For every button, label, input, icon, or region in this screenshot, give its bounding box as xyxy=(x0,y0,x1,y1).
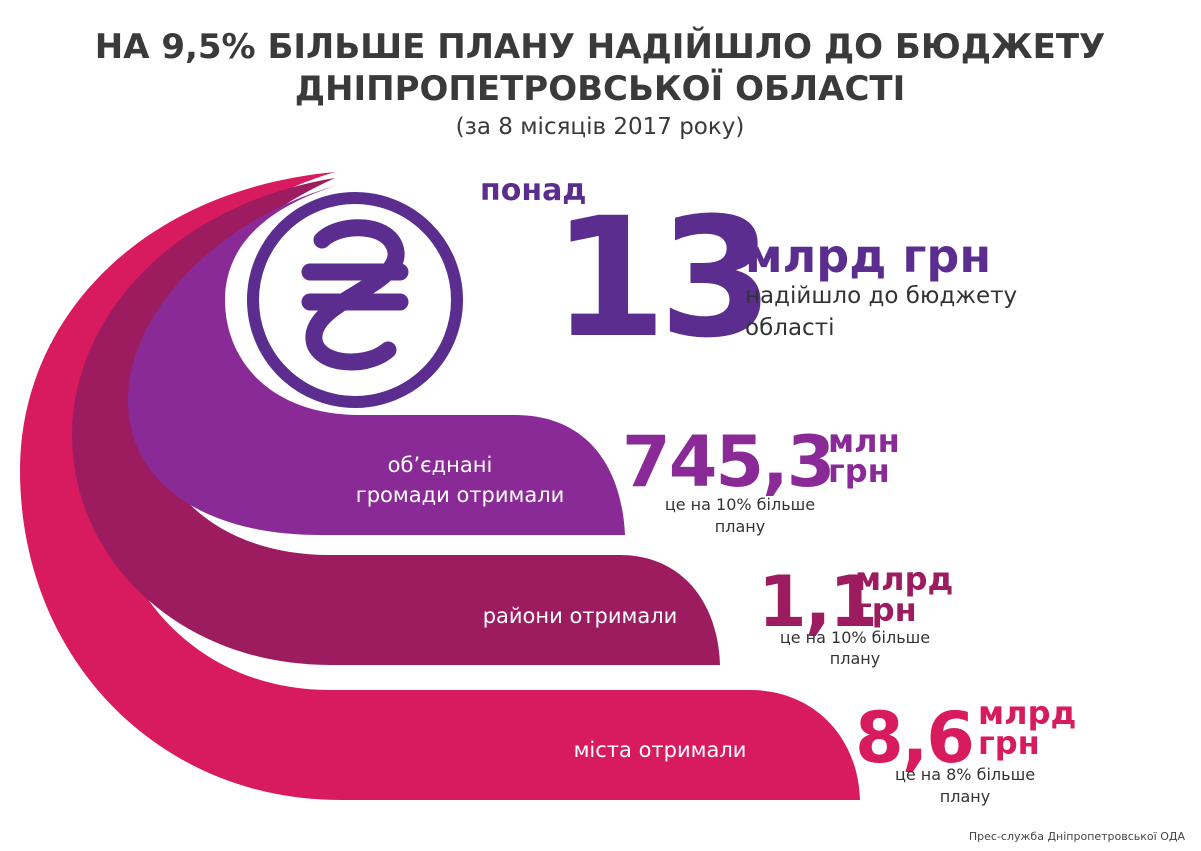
item-value: 745,3 xyxy=(622,421,833,503)
band-districts xyxy=(72,178,720,665)
item-unit: грн xyxy=(978,724,1040,762)
item-value: 1,1 xyxy=(758,561,876,643)
total-caption: надійшло до бюджету xyxy=(745,283,1017,309)
item-label: райони отримали xyxy=(483,604,678,628)
item-note: плану xyxy=(830,649,880,668)
total-amount: 13 xyxy=(552,182,766,374)
item-note: це на 10% більше xyxy=(665,495,815,514)
hryvnia-icon xyxy=(301,219,409,371)
total-unit: млрд грн xyxy=(745,229,991,283)
item-unit: млн xyxy=(828,422,900,460)
band-communities xyxy=(128,186,625,535)
item-unit: грн xyxy=(855,591,917,629)
item-label: громади отримали xyxy=(356,483,565,507)
item-note: плану xyxy=(940,787,990,806)
subtitle: (за 8 місяців 2017 року) xyxy=(456,114,745,140)
title-line: НА 9,5% БІЛЬШЕ ПЛАНУ НАДІЙШЛО ДО БЮДЖЕТУ xyxy=(95,26,1106,67)
title-line: ДНІПРОПЕТРОВСЬКОЇ ОБЛАСТІ xyxy=(295,68,906,109)
item-value: 8,6 xyxy=(855,697,973,779)
total-prefix: понад xyxy=(480,173,587,208)
item-unit: млрд xyxy=(855,560,953,598)
band-cities xyxy=(20,172,860,800)
item-note: це на 10% більше xyxy=(780,628,930,647)
item-unit: грн xyxy=(828,452,890,490)
item-unit: млрд xyxy=(978,694,1076,732)
item-note: плану xyxy=(715,517,765,536)
footer: Прес-служба Дніпропетровської ОДА xyxy=(969,830,1186,843)
item-note: це на 8% більше xyxy=(895,765,1035,784)
total-caption: області xyxy=(745,315,834,341)
item-label: міста отримали xyxy=(574,738,747,762)
item-label: об’єднані xyxy=(388,453,493,477)
